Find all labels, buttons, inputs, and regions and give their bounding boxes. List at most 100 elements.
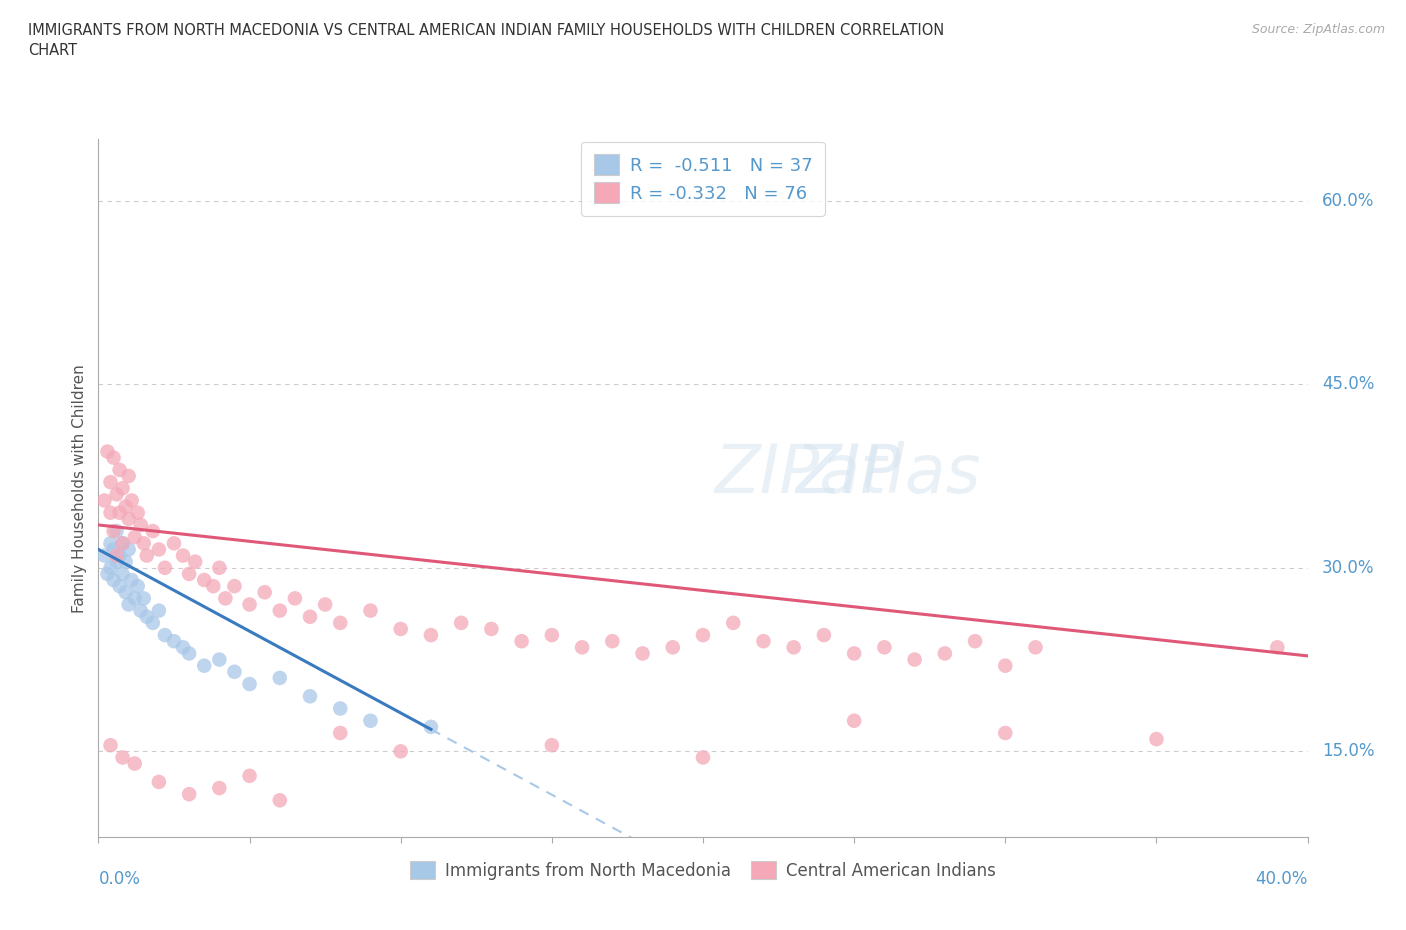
Point: [782, 640, 804, 655]
Point: [103, 542, 125, 557]
Point: [142, 524, 165, 538]
Point: [239, 768, 262, 783]
Point: [121, 573, 143, 588]
Point: [813, 628, 835, 643]
Text: 15.0%: 15.0%: [1322, 742, 1375, 761]
Point: [177, 646, 201, 661]
Point: [172, 640, 194, 655]
Point: [510, 633, 533, 648]
Point: [360, 604, 382, 618]
Point: [873, 640, 896, 655]
Point: [111, 536, 134, 551]
Point: [193, 658, 215, 673]
Text: 60.0%: 60.0%: [1322, 192, 1375, 209]
Point: [153, 561, 176, 576]
Point: [329, 725, 352, 740]
Point: [108, 548, 131, 563]
Point: [631, 646, 654, 661]
Point: [105, 554, 128, 569]
Point: [118, 469, 141, 484]
Point: [692, 628, 714, 643]
Point: [93, 493, 115, 508]
Point: [314, 597, 336, 612]
Point: [153, 628, 176, 643]
Point: [100, 536, 122, 551]
Point: [253, 585, 276, 600]
Text: ZIP: ZIP: [796, 442, 901, 507]
Point: [239, 677, 262, 692]
Point: [111, 536, 134, 551]
Point: [208, 780, 231, 795]
Point: [1024, 640, 1046, 655]
Point: [965, 633, 987, 648]
Point: [132, 591, 155, 605]
Text: 45.0%: 45.0%: [1322, 375, 1375, 393]
Point: [129, 604, 152, 618]
Point: [108, 578, 131, 593]
Point: [100, 737, 122, 752]
Point: [124, 530, 146, 545]
Point: [904, 652, 927, 667]
Point: [224, 578, 246, 593]
Point: [96, 566, 118, 581]
Point: [105, 548, 128, 563]
Point: [844, 646, 866, 661]
Point: [208, 561, 231, 576]
Text: IMMIGRANTS FROM NORTH MACEDONIA VS CENTRAL AMERICAN INDIAN FAMILY HOUSEHOLDS WIT: IMMIGRANTS FROM NORTH MACEDONIA VS CENTR…: [28, 23, 945, 58]
Point: [299, 609, 322, 624]
Point: [163, 633, 186, 648]
Point: [108, 505, 131, 520]
Point: [103, 524, 125, 538]
Point: [108, 462, 131, 477]
Point: [148, 542, 170, 557]
Point: [571, 640, 593, 655]
Point: [118, 512, 141, 526]
Point: [163, 536, 186, 551]
Point: [142, 616, 165, 631]
Point: [239, 597, 262, 612]
Point: [121, 493, 143, 508]
Point: [111, 750, 134, 764]
Point: [193, 573, 215, 588]
Point: [1144, 732, 1167, 747]
Point: [177, 566, 201, 581]
Point: [127, 505, 149, 520]
Point: [360, 713, 382, 728]
Point: [103, 573, 125, 588]
Point: [934, 646, 956, 661]
Point: [111, 566, 134, 581]
Point: [661, 640, 683, 655]
Point: [105, 487, 128, 502]
Point: [177, 787, 201, 802]
Text: 0.0%: 0.0%: [98, 870, 141, 887]
Point: [450, 616, 472, 631]
Point: [184, 554, 207, 569]
Point: [269, 604, 291, 618]
Point: [299, 689, 322, 704]
Text: ZIPatlas: ZIPatlas: [714, 442, 981, 507]
Point: [135, 609, 157, 624]
Point: [389, 621, 412, 636]
Point: [419, 628, 441, 643]
Point: [124, 591, 146, 605]
Point: [721, 616, 744, 631]
Point: [124, 756, 146, 771]
Point: [127, 578, 149, 593]
Point: [602, 633, 624, 648]
Point: [100, 505, 122, 520]
Point: [994, 725, 1017, 740]
Point: [284, 591, 307, 605]
Point: [202, 578, 225, 593]
Point: [481, 621, 503, 636]
Point: [752, 633, 775, 648]
Point: [100, 474, 122, 489]
Text: 40.0%: 40.0%: [1256, 870, 1308, 887]
Point: [269, 793, 291, 808]
Point: [114, 585, 136, 600]
Point: [132, 536, 155, 551]
Point: [214, 591, 236, 605]
Point: [172, 548, 194, 563]
Point: [208, 652, 231, 667]
Point: [118, 597, 141, 612]
Y-axis label: Family Households with Children: Family Households with Children: [72, 364, 87, 613]
